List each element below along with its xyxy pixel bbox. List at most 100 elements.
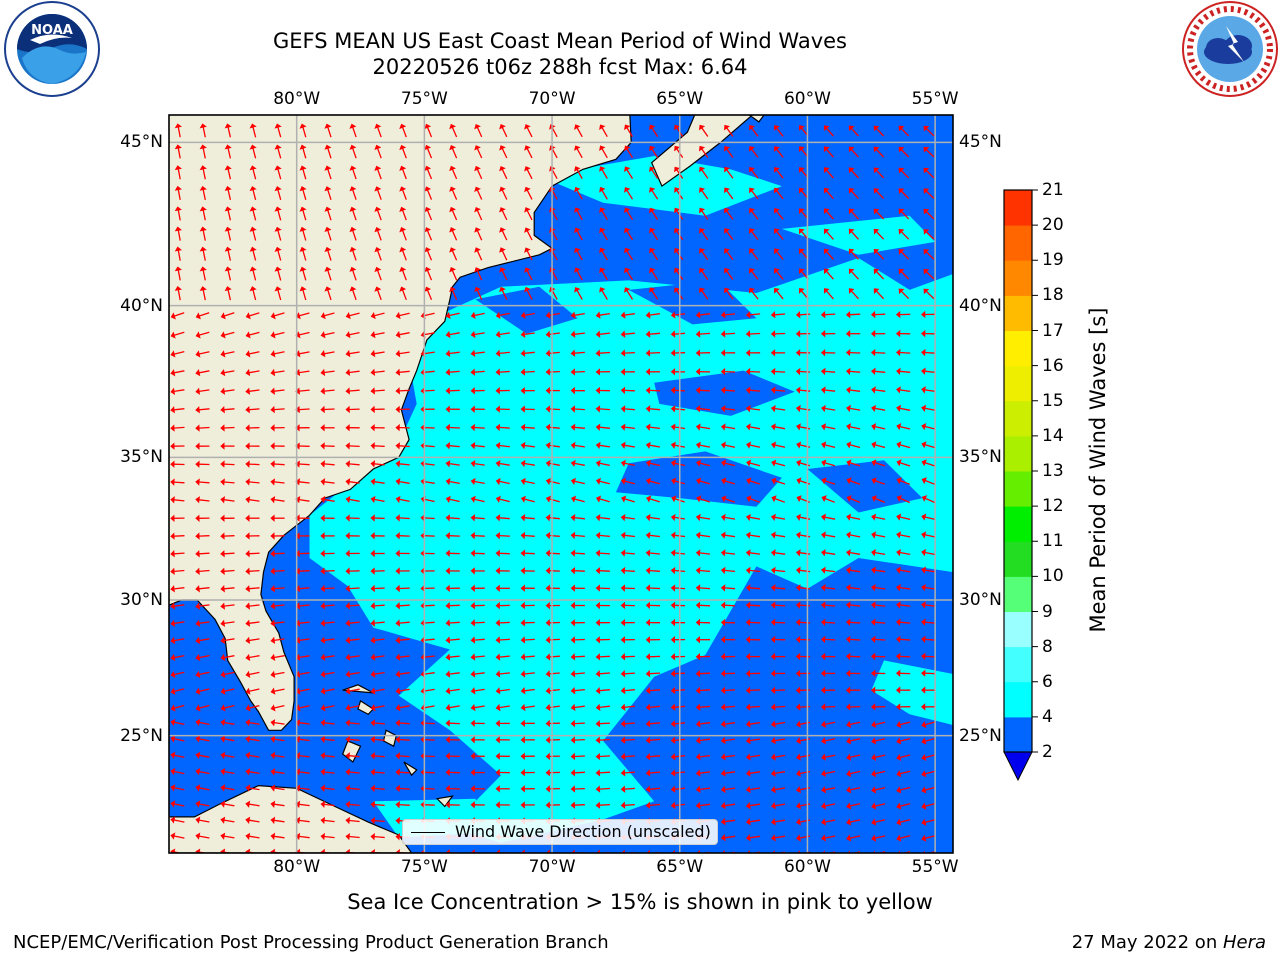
wave-direction-arrow: [774, 787, 786, 791]
wave-direction-arrowhead: [821, 786, 827, 794]
wave-direction-arrow: [799, 462, 811, 467]
wave-direction-arrowhead: [770, 669, 776, 678]
wave-direction-arrow: [776, 148, 784, 158]
wave-direction-arrow: [599, 351, 610, 354]
wave-direction-arrowhead: [524, 207, 531, 213]
wave-direction-arrow: [302, 289, 307, 301]
wave-direction-arrow: [299, 312, 310, 317]
wave-direction-arrow: [875, 127, 885, 137]
wave-direction-arrow: [651, 230, 659, 241]
wave-direction-arrowhead: [670, 349, 676, 357]
wave-direction-arrow: [426, 230, 433, 241]
wave-direction-arrow: [549, 332, 560, 336]
wave-direction-arrow: [699, 516, 711, 520]
wave-direction-arrow: [924, 786, 936, 791]
wave-direction-arrowhead: [695, 441, 701, 449]
wave-direction-arrow: [352, 209, 357, 221]
wave-direction-arrowhead: [570, 601, 575, 610]
wave-direction-arrow: [701, 190, 709, 200]
wave-direction-arrow: [252, 289, 257, 301]
wave-direction-arrowhead: [770, 818, 776, 826]
wave-direction-arrow: [924, 802, 936, 807]
wave-direction-arrowhead: [595, 619, 600, 627]
wave-direction-arrowhead: [645, 653, 651, 661]
wave-direction-arrow: [399, 463, 410, 466]
wave-direction-arrow: [649, 787, 661, 790]
wave-direction-arrowhead: [620, 513, 626, 522]
wave-direction-arrowhead: [570, 719, 576, 728]
wave-direction-arrow: [374, 351, 385, 355]
wave-direction-arrow: [399, 705, 410, 709]
wave-direction-arrowhead: [270, 424, 275, 432]
wave-direction-arrow: [198, 671, 210, 676]
wave-direction-arrowhead: [295, 735, 301, 743]
wave-direction-arrowhead: [470, 653, 476, 661]
wave-direction-arrow: [899, 604, 911, 607]
wave-direction-arrowhead: [274, 206, 282, 212]
wave-direction-arrow: [376, 230, 382, 241]
wave-direction-arrowhead: [524, 124, 531, 130]
wave-direction-arrowhead: [545, 330, 551, 339]
wave-direction-arrow: [574, 498, 585, 503]
wave-direction-arrow: [173, 803, 185, 807]
wave-direction-arrow: [925, 211, 935, 220]
wave-direction-arrowhead: [821, 441, 827, 449]
wave-direction-arrowhead: [395, 311, 401, 320]
wave-direction-arrow: [551, 250, 558, 261]
wave-direction-arrowhead: [871, 477, 877, 485]
wave-direction-arrow: [399, 604, 410, 607]
wave-direction-arrowhead: [870, 652, 876, 661]
wave-direction-arrowhead: [745, 367, 751, 376]
wave-direction-arrow: [574, 480, 585, 485]
wave-direction-arrow: [899, 770, 911, 775]
wave-direction-arrow: [624, 689, 635, 692]
wave-direction-arrow: [774, 552, 786, 555]
wave-direction-arrowhead: [695, 736, 701, 745]
wave-direction-arrowhead: [245, 442, 250, 450]
wave-direction-arrowhead: [395, 704, 401, 712]
wave-direction-arrow: [724, 754, 736, 758]
wave-direction-arrowhead: [545, 441, 551, 450]
wave-direction-arrow: [899, 551, 911, 556]
wave-direction-arrow: [199, 331, 210, 336]
wave-direction-arrowhead: [795, 386, 801, 394]
wave-direction-arrowhead: [224, 286, 232, 292]
colorbar-label: Mean Period of Wind Waves [s]: [1086, 307, 1110, 633]
wave-direction-arrow: [451, 270, 458, 281]
wave-direction-arrowhead: [820, 635, 826, 644]
wave-direction-arrow: [227, 126, 232, 138]
wave-direction-arrowhead: [720, 566, 726, 575]
wave-direction-arrowhead: [770, 652, 776, 661]
wave-direction-arrowhead: [445, 387, 450, 395]
wave-direction-arrowhead: [921, 686, 926, 694]
wave-direction-arrow: [173, 552, 185, 555]
wave-direction-arrowhead: [720, 769, 726, 777]
wave-direction-arrow: [726, 270, 734, 280]
wave-direction-arrowhead: [570, 549, 576, 557]
wave-direction-arrowhead: [595, 368, 601, 376]
wave-direction-arrow: [173, 604, 185, 607]
wave-direction-arrow: [624, 803, 635, 806]
wave-direction-arrowhead: [896, 477, 902, 485]
wave-direction-arrowhead: [495, 349, 501, 358]
wave-direction-arrowhead: [220, 653, 226, 662]
wave-direction-arrow: [574, 534, 585, 538]
wave-direction-arrow: [424, 672, 435, 675]
wave-direction-arrowhead: [174, 165, 182, 171]
wave-direction-arrow: [651, 148, 659, 159]
wave-direction-arrowhead: [470, 387, 475, 395]
wave-direction-arrowhead: [345, 670, 351, 678]
wave-direction-arrowhead: [445, 532, 450, 540]
wave-direction-arrow: [501, 127, 508, 138]
wave-direction-arrowhead: [720, 703, 726, 711]
wave-direction-arrow: [749, 787, 761, 791]
wave-direction-arrowhead: [470, 752, 475, 760]
lon-label-top: 60°W: [783, 89, 831, 109]
wave-direction-arrowhead: [845, 601, 851, 609]
wave-direction-arrow: [899, 569, 911, 573]
wave-direction-arrow: [299, 738, 310, 742]
wave-direction-arrowhead: [520, 687, 526, 695]
wave-direction-arrowhead: [871, 386, 876, 394]
wave-direction-arrow: [177, 230, 181, 241]
wave-direction-arrowhead: [320, 460, 326, 468]
